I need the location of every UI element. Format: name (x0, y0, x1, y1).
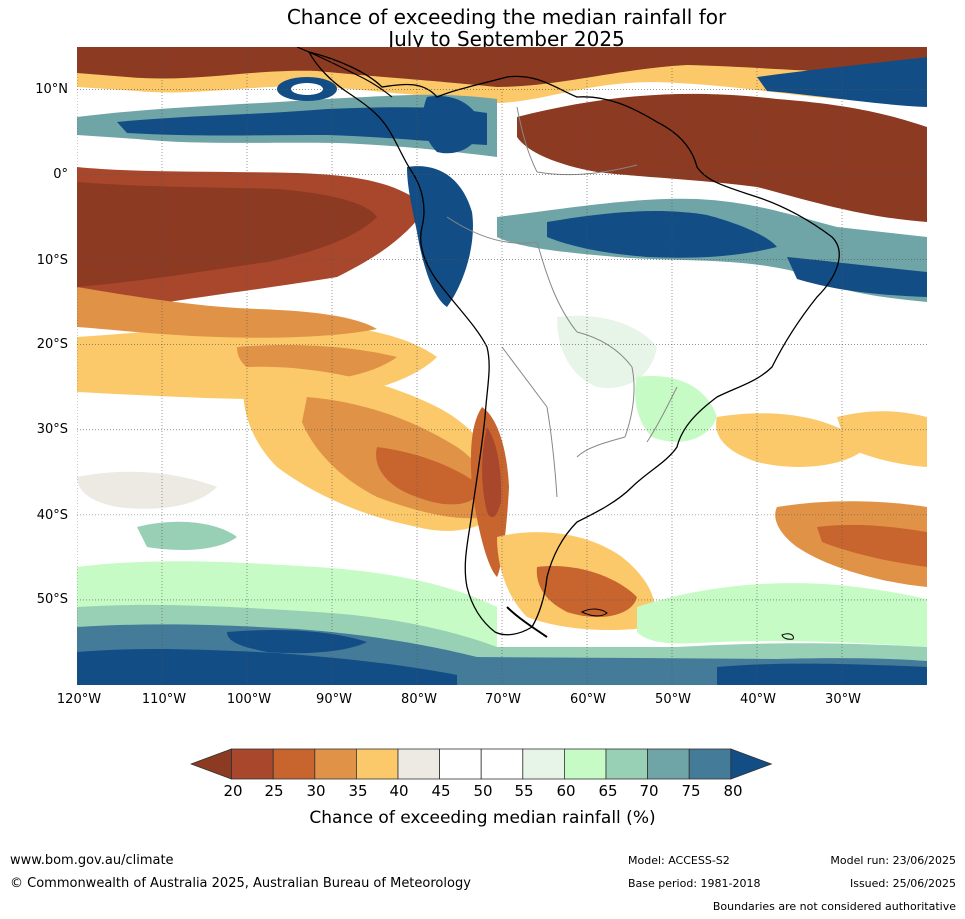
copyright-text: © Commonwealth of Australia 2025, Austra… (10, 876, 471, 891)
lon-label-110w: 110°W (141, 692, 187, 707)
lat-label-50s: 50°S (36, 592, 68, 607)
lon-label-90w: 90°W (316, 692, 352, 707)
rainfall-map-canvas (77, 47, 927, 685)
lat-label-0: 0° (53, 167, 68, 182)
colorbar-tick: 30 (306, 782, 326, 800)
rainfall-map (77, 47, 927, 685)
colorbar-tick: 40 (389, 782, 409, 800)
colorbar-arrow-low (190, 748, 232, 780)
lon-label-100w: 100°W (226, 692, 272, 707)
colorbar-tick: 70 (639, 782, 659, 800)
colorbar-segment (563, 748, 607, 780)
issued-text: Issued: 25/06/2025 (849, 877, 956, 890)
lon-label-60w: 60°W (570, 692, 606, 707)
lat-label-20s: 20°S (36, 337, 68, 352)
colorbar-segment (688, 748, 732, 780)
map-title-line2: July to September 2025 (388, 27, 625, 51)
colorbar-segment (439, 748, 482, 780)
colorbar-segment (231, 748, 274, 780)
colorbar-tick: 45 (431, 782, 451, 800)
website-link[interactable]: www.bom.gov.au/climate (10, 853, 174, 868)
map-title-line1: Chance of exceeding the median rainfall … (286, 5, 727, 29)
colorbar-segment (272, 748, 316, 780)
colorbar-tick: 35 (348, 782, 368, 800)
lon-label-70w: 70°W (485, 692, 521, 707)
lat-label-30s: 30°S (36, 422, 68, 437)
lon-label-120w: 120°W (56, 692, 102, 707)
lat-label-40s: 40°S (36, 508, 68, 523)
colorbar-tick: 65 (598, 782, 618, 800)
colorbar-tick: 25 (264, 782, 284, 800)
disclaimer-text: Boundaries are not considered authoritat… (712, 900, 956, 913)
graticule (77, 47, 927, 685)
lat-label-10s: 10°S (36, 253, 68, 268)
colorbar-tick: 55 (514, 782, 534, 800)
colorbar-tick: 75 (681, 782, 701, 800)
lon-label-40w: 40°W (740, 692, 776, 707)
colorbar-segment (647, 748, 690, 780)
colorbar-segment (314, 748, 357, 780)
colorbar-segment (397, 748, 440, 780)
colorbar-tick: 50 (473, 782, 493, 800)
colorbar-tick: 60 (556, 782, 576, 800)
colorbar (190, 748, 773, 780)
colorbar-tick: 80 (723, 782, 743, 800)
colorbar-label: Chance of exceeding median rainfall (%) (309, 808, 656, 828)
colorbar-segment (522, 748, 565, 780)
lon-label-30w: 30°W (825, 692, 861, 707)
colorbar-arrow-high (730, 748, 773, 780)
lon-label-50w: 50°W (655, 692, 691, 707)
model-run-text: Model run: 23/06/2025 (830, 854, 956, 867)
lon-label-80w: 80°W (401, 692, 437, 707)
colorbar-segment (480, 748, 524, 780)
colorbar-segment (605, 748, 648, 780)
colorbar-tick: 20 (223, 782, 243, 800)
lat-label-10n: 10°N (35, 82, 68, 97)
base-period-text: Base period: 1981-2018 (628, 877, 761, 890)
model-text: Model: ACCESS-S2 (628, 854, 730, 867)
colorbar-segment (355, 748, 399, 780)
